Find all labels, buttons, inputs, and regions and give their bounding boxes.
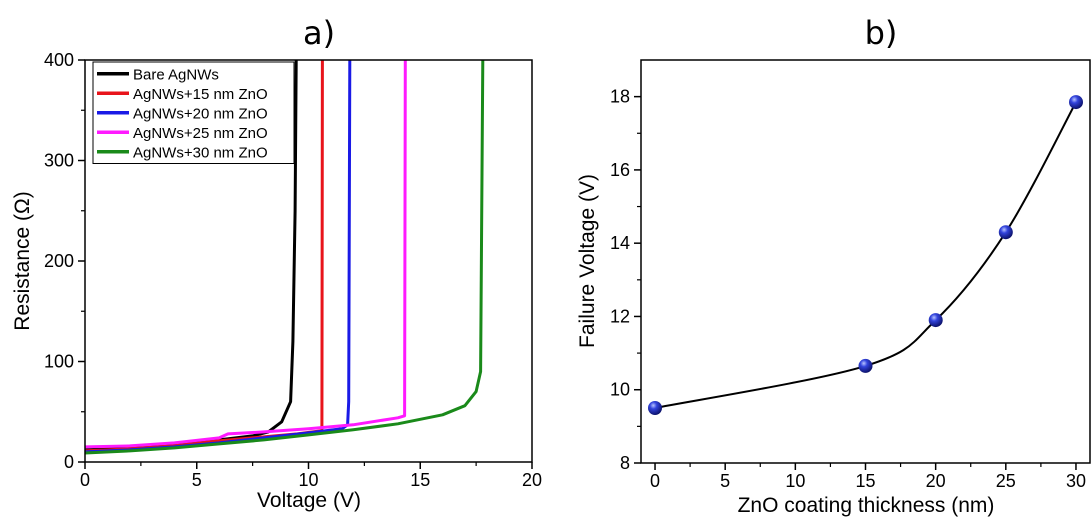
y-tick-label: 12 (610, 306, 630, 326)
chart-a-ylabel: Resistance (Ω) (11, 191, 34, 330)
y-tick-label: 10 (610, 380, 630, 400)
data-point (928, 313, 943, 328)
legend-item-label: AgNWs+30 nm ZnO (133, 144, 268, 161)
panel-label-a: a) (303, 14, 335, 52)
series-line-4 (85, 60, 407, 449)
chart-b-ticks: 0 5 10 15 20 25 30 8 10 12 14 16 18 (610, 87, 1086, 491)
chart-a-xlabel: Voltage (V) (257, 489, 361, 512)
chart-b-frame (640, 59, 1091, 464)
y-tick-label: 0 (64, 452, 74, 472)
y-tick-label: 16 (610, 160, 630, 180)
y-tick-label: 18 (610, 87, 630, 107)
series-line-5 (85, 60, 485, 455)
x-tick-label: 20 (926, 471, 946, 491)
x-tick-label: 20 (522, 470, 542, 490)
data-point (648, 401, 662, 415)
chart-b-ylabel: Failure Voltage (V) (576, 174, 599, 348)
y-tick-label: 8 (620, 453, 630, 473)
legend-item-label: AgNWs+20 nm ZnO (133, 105, 268, 122)
chart-b-xlabel: ZnO coating thickness (nm) (738, 494, 995, 517)
x-tick-label: 10 (785, 471, 805, 491)
legend-item-label: Bare AgNWs (133, 66, 219, 83)
x-tick-label: 10 (298, 470, 318, 490)
chart-a-series (85, 60, 485, 455)
panel-label-b: b) (865, 14, 898, 52)
y-tick-label: 100 (44, 352, 74, 372)
x-tick-label: 15 (410, 470, 430, 490)
y-tick-label: 200 (44, 251, 74, 271)
x-tick-label: 5 (192, 470, 202, 490)
x-tick-label: 25 (996, 471, 1016, 491)
y-tick-label: 300 (44, 151, 74, 171)
y-tick-label: 14 (610, 233, 630, 253)
chart-a-legend: Bare AgNWs AgNWs+15 nm ZnO AgNWs+20 nm ZnO… (92, 61, 295, 164)
data-point (1069, 95, 1083, 110)
legend-item-label: AgNWs+25 nm ZnO (133, 125, 268, 142)
y-tick-label: 400 (44, 50, 74, 70)
x-tick-label: 15 (855, 471, 875, 491)
x-tick-label: 30 (1066, 471, 1086, 491)
x-tick-label: 0 (80, 470, 90, 490)
x-tick-label: 0 (650, 471, 660, 491)
data-point (998, 225, 1013, 240)
chart-b: b) 0 5 10 15 20 25 30 8 10 12 14 16 18 ZnO coating t… (576, 14, 1091, 517)
x-tick-label: 5 (720, 471, 730, 491)
chart-b-series (648, 95, 1083, 415)
legend-item-label: AgNWs+15 nm ZnO (133, 86, 268, 103)
data-point (858, 358, 873, 373)
